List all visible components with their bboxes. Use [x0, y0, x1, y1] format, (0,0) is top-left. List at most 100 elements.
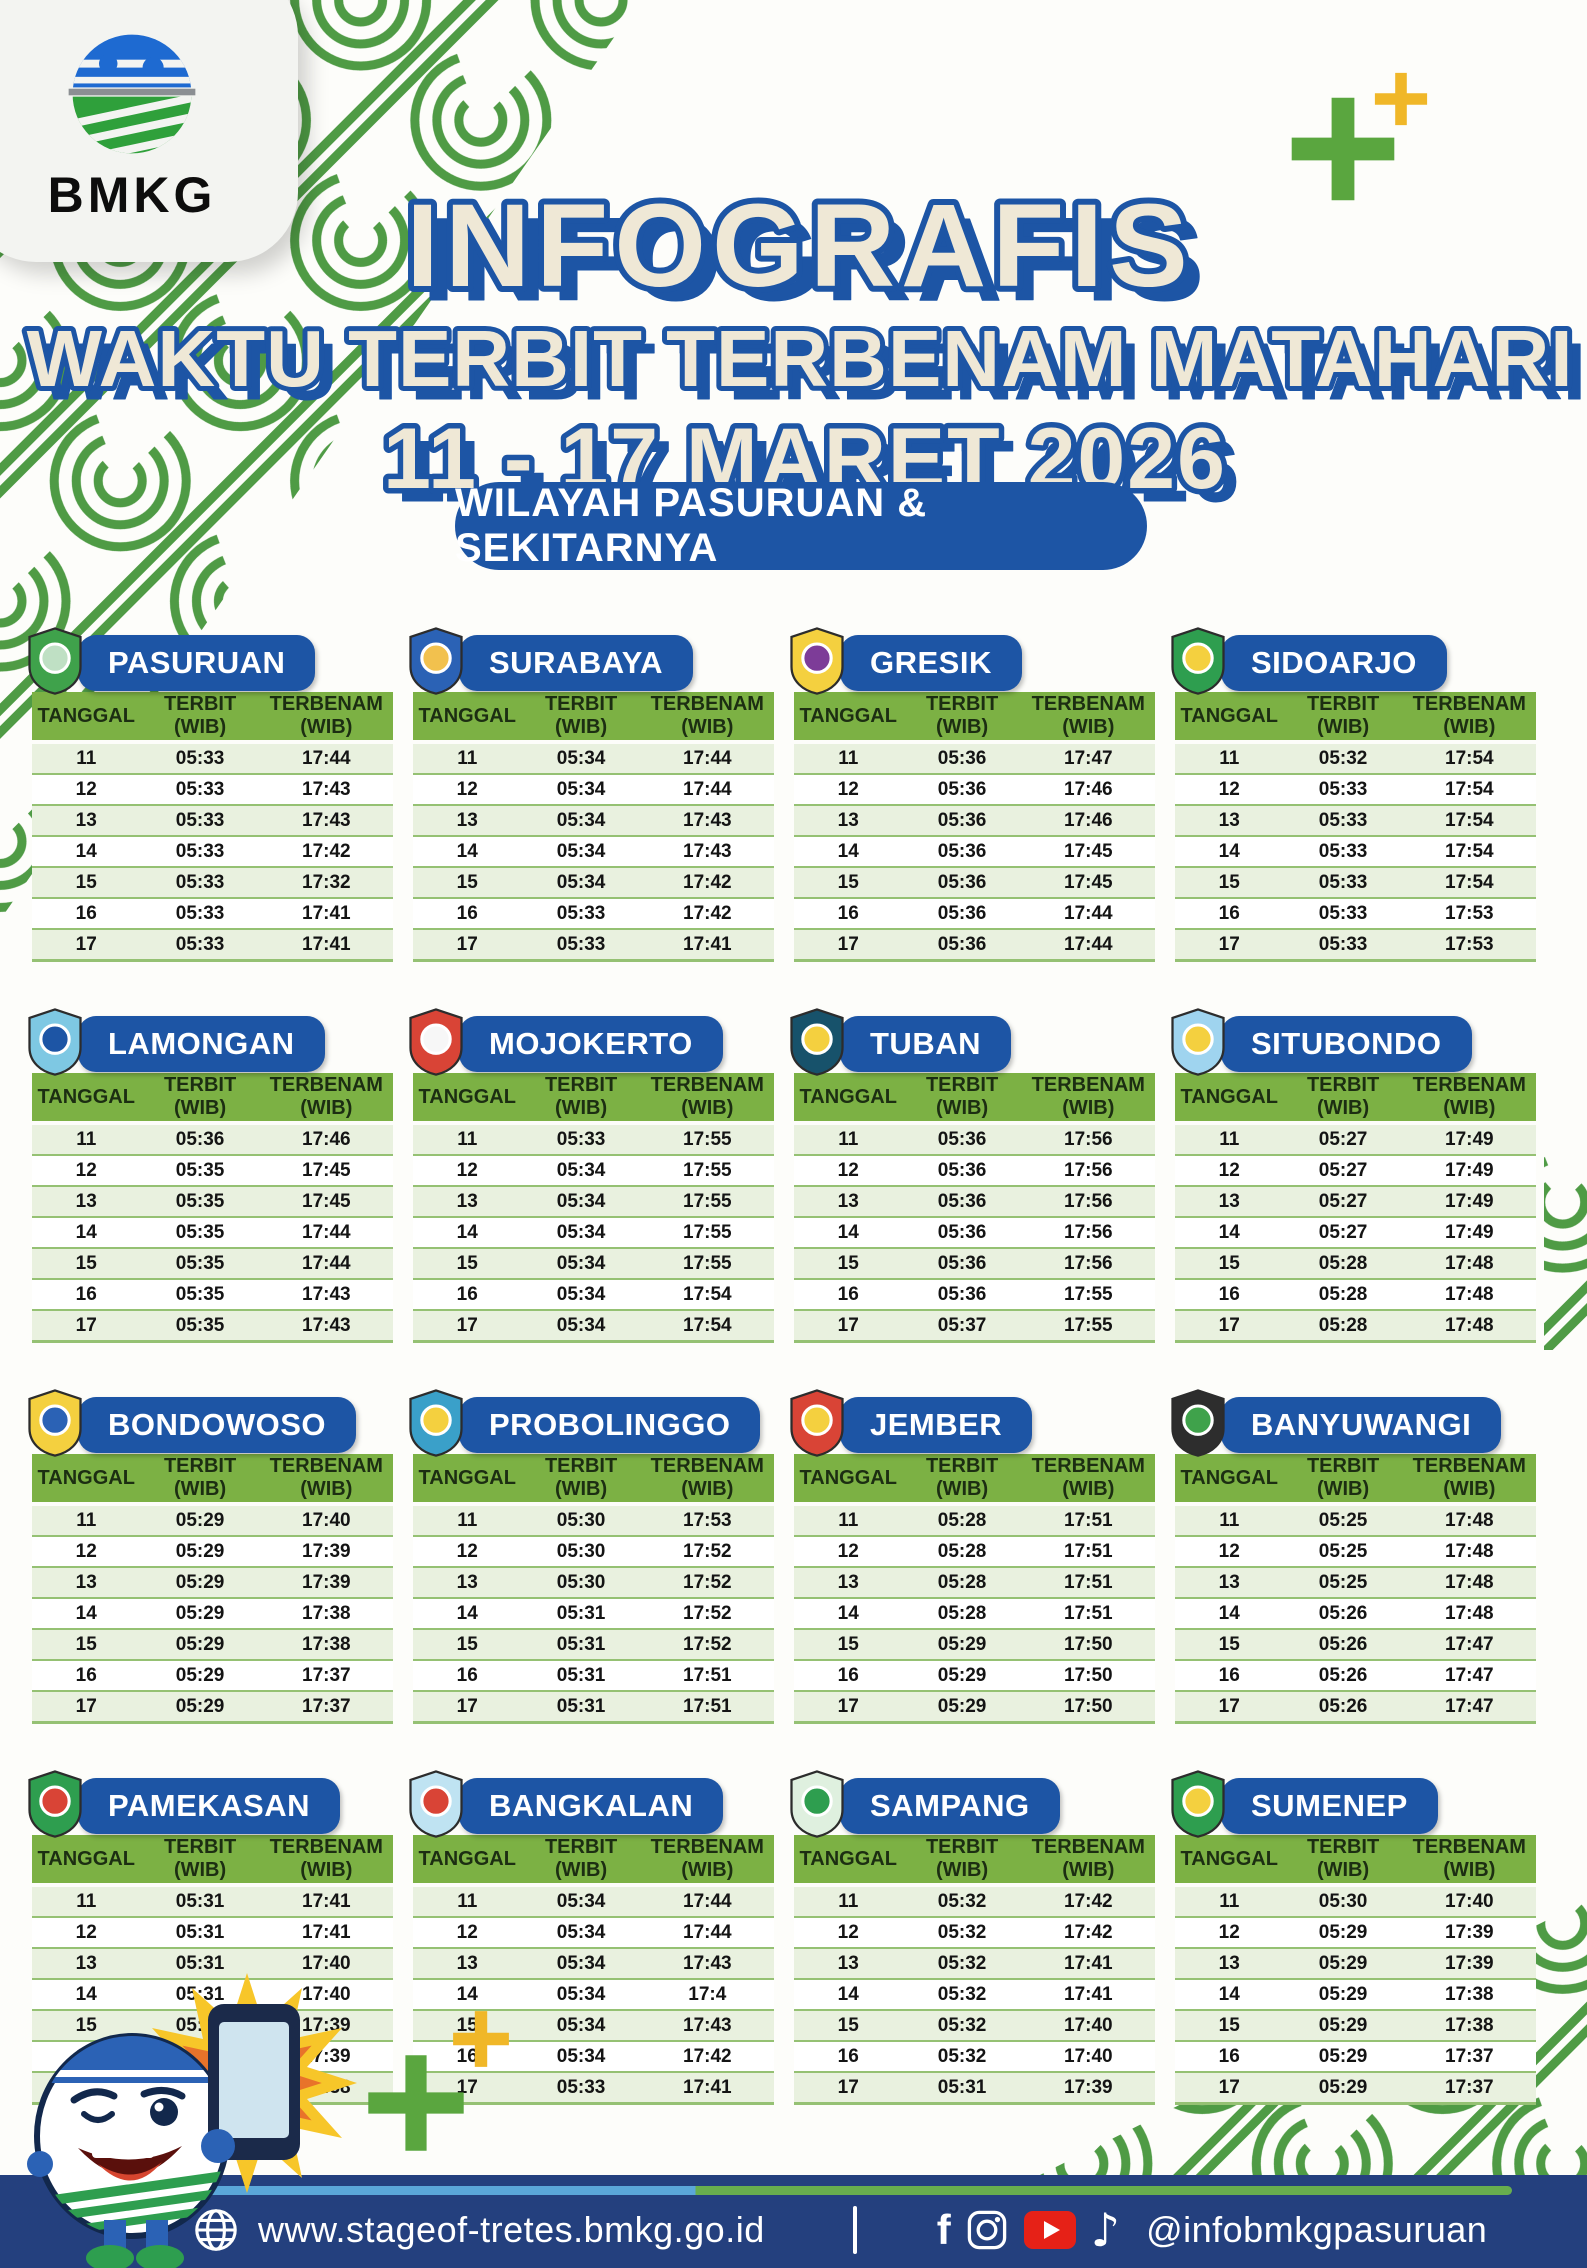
table-row: 12 05:29 17:39 [1175, 1917, 1536, 1948]
sunrise-column-header: TERBIT (WIB) [140, 1454, 260, 1506]
plus-decoration-green-top [1291, 97, 1395, 201]
plus-decoration-green-bottom [368, 2055, 464, 2151]
sunrise-cell: 05:32 [937, 1890, 987, 1912]
date-cell: 12 [75, 1159, 97, 1181]
sunset-cell: 17:41 [683, 933, 732, 955]
sunset-cell: 17:43 [683, 840, 732, 862]
table-row: 12 05:30 17:52 [413, 1536, 774, 1567]
date-cell: 11 [457, 1890, 478, 1912]
date-column-header: TANGGAL [794, 692, 903, 744]
table-row: 14 05:32 17:41 [794, 1979, 1155, 2010]
date-cell: 14 [1218, 1221, 1240, 1243]
sun-times-table: TANGGAL TERBIT (WIB) TERBENAM (WIB) 11 05… [1175, 692, 1536, 962]
date-cell: 17 [75, 1695, 97, 1717]
bmkg-logo-icon [68, 34, 196, 154]
sunrise-cell: 05:27 [1318, 1159, 1368, 1181]
table-row: 17 05:37 17:55 [794, 1310, 1155, 1342]
date-cell: 15 [1218, 871, 1240, 893]
sunrise-cell: 05:31 [175, 1921, 225, 1943]
facebook-icon: f [936, 2206, 951, 2253]
city-crest-icon [788, 627, 846, 700]
city-card: SIDOARJO TANGGAL TERBIT (WIB) TERBENAM (… [1171, 627, 1536, 962]
sunset-cell: 17:55 [683, 1128, 732, 1150]
city-name: MOJOKERTO [489, 1026, 693, 1061]
sunrise-column-header: TERBIT (WIB) [1283, 1454, 1403, 1506]
sunrise-cell: 05:35 [175, 1159, 225, 1181]
city-card-header: BONDOWOSO [28, 1389, 393, 1457]
date-cell: 13 [456, 809, 478, 831]
sunset-cell: 17:48 [1445, 1509, 1494, 1531]
sunrise-cell: 05:29 [175, 1695, 225, 1717]
city-name: TUBAN [870, 1026, 981, 1061]
bmkg-logo-text: BMKG [47, 167, 217, 223]
date-cell: 15 [456, 871, 478, 893]
sunset-column-header: TERBENAM (WIB) [640, 1073, 774, 1125]
sunset-cell: 17:54 [1445, 747, 1494, 769]
table-row: 14 05:31 17:52 [413, 1598, 774, 1629]
sunrise-cell: 05:34 [556, 1221, 606, 1243]
sunrise-cell: 05:26 [1318, 1602, 1368, 1624]
sunset-column-header: TERBENAM (WIB) [1402, 1073, 1536, 1125]
table-row: 13 05:27 17:49 [1175, 1186, 1536, 1217]
sunrise-column-header: TERBIT (WIB) [1283, 1835, 1403, 1887]
date-cell: 14 [75, 1602, 97, 1624]
sunrise-cell: 05:36 [937, 871, 987, 893]
table-row: 13 05:36 17:56 [794, 1186, 1155, 1217]
sunrise-cell: 05:30 [1318, 1890, 1368, 1912]
sunset-cell: 17:43 [683, 1952, 732, 1974]
table-row: 14 05:29 17:38 [1175, 1979, 1536, 2010]
date-cell: 12 [456, 778, 478, 800]
sunrise-cell: 05:33 [1318, 933, 1368, 955]
table-header-row: TANGGAL TERBIT (WIB) TERBENAM (WIB) [1175, 692, 1536, 744]
sunset-cell: 17:43 [302, 1283, 351, 1305]
sunset-cell: 17:32 [302, 871, 351, 893]
date-cell: 17 [456, 1314, 478, 1336]
sunset-cell: 17:44 [1064, 933, 1113, 955]
table-header-row: TANGGAL TERBIT (WIB) TERBENAM (WIB) [794, 1073, 1155, 1125]
sunrise-column-header: TERBIT (WIB) [140, 692, 260, 744]
date-cell: 12 [75, 1540, 97, 1562]
sunrise-cell: 05:35 [175, 1190, 225, 1212]
sunrise-cell: 05:33 [1318, 871, 1368, 893]
sunset-cell: 17:39 [1445, 1952, 1494, 1974]
city-name: PASURUAN [108, 645, 286, 680]
sun-times-table: TANGGAL TERBIT (WIB) TERBENAM (WIB) 11 05… [794, 1073, 1155, 1343]
sunset-cell: 17:37 [302, 1664, 351, 1686]
svg-text:WAKTU TERBIT TERBENAM MATAHARI: WAKTU TERBIT TERBENAM MATAHARI [27, 314, 1574, 403]
city-card-header: SAMPANG [790, 1770, 1155, 1838]
sunrise-cell: 05:28 [937, 1509, 987, 1531]
sunset-cell: 17:40 [302, 1509, 351, 1531]
table-header-row: TANGGAL TERBIT (WIB) TERBENAM (WIB) [32, 692, 393, 744]
date-cell: 15 [456, 2014, 478, 2036]
sunset-column-header: TERBENAM (WIB) [1402, 1454, 1536, 1506]
sunset-column-header: TERBENAM (WIB) [1402, 692, 1536, 744]
city-name: LAMONGAN [108, 1026, 295, 1061]
city-name-pill: BANGKALAN [459, 1778, 724, 1834]
sunset-cell: 17:54 [1445, 871, 1494, 893]
sunset-cell: 17:42 [1064, 1890, 1113, 1912]
sunrise-cell: 05:33 [556, 2076, 606, 2098]
city-crest-icon [407, 1770, 465, 1843]
date-cell: 16 [1218, 1664, 1240, 1686]
city-name-pill: SUMENEP [1221, 1778, 1438, 1834]
date-cell: 12 [1218, 1921, 1240, 1943]
sunrise-cell: 05:28 [1318, 1314, 1368, 1336]
date-cell: 13 [1218, 1571, 1240, 1593]
sunrise-cell: 05:29 [175, 1633, 225, 1655]
sunset-cell: 17:55 [683, 1252, 732, 1274]
sunrise-cell: 05:34 [556, 778, 606, 800]
sunset-cell: 17:44 [302, 1221, 351, 1243]
sunset-cell: 17:44 [1064, 902, 1113, 924]
table-row: 16 05:29 17:50 [794, 1660, 1155, 1691]
sunrise-cell: 05:31 [937, 2076, 987, 2098]
date-cell: 14 [75, 840, 97, 862]
date-cell: 16 [837, 1283, 859, 1305]
table-row: 14 05:33 17:42 [32, 836, 393, 867]
sunrise-column-header: TERBIT (WIB) [902, 1073, 1022, 1125]
sunset-cell: 17:49 [1445, 1190, 1494, 1212]
sun-times-table: TANGGAL TERBIT (WIB) TERBENAM (WIB) 11 05… [413, 1835, 774, 2105]
date-cell: 15 [456, 1252, 478, 1274]
sunrise-cell: 05:34 [556, 1921, 606, 1943]
sun-times-table: TANGGAL TERBIT (WIB) TERBENAM (WIB) 11 05… [32, 1454, 393, 1724]
date-column-header: TANGGAL [1175, 1454, 1284, 1506]
